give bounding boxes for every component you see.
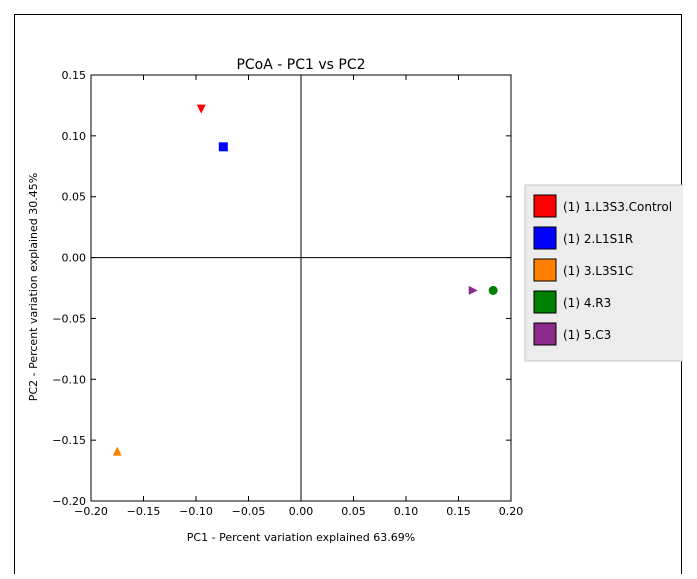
y-tick-label: 0.00 xyxy=(62,252,87,265)
y-axis-label: PC2 - Percent variation explained 30.45% xyxy=(27,173,40,401)
legend-swatch xyxy=(533,226,557,250)
legend: (1) 1.L3S3.Control (1) 2.L1S1R (1) 3.L3S1C… xyxy=(524,184,690,362)
data-point-circle xyxy=(488,285,498,295)
y-tick-label: −0.10 xyxy=(52,373,86,386)
legend-label: (1) 1.L3S3.Control xyxy=(563,200,672,214)
x-tick-label: 0.05 xyxy=(341,505,366,518)
data-point-square xyxy=(218,142,228,152)
legend-swatch xyxy=(533,290,557,314)
legend-label: (1) 4.R3 xyxy=(563,296,611,310)
y-tick-label: −0.05 xyxy=(52,312,86,325)
x-tick-label: −0.15 xyxy=(127,505,161,518)
legend-swatch xyxy=(533,194,557,218)
legend-swatch xyxy=(533,322,557,346)
x-tick-label: 0.10 xyxy=(394,505,419,518)
x-tick-label: −0.10 xyxy=(179,505,213,518)
pcoa-scatter-chart: PCoA - PC1 vs PC2 −0.20 −0.15 −0.10 −0.05 0.… xyxy=(27,57,690,544)
plot-area: −0.20 −0.15 −0.10 −0.05 0.00 0.05 0.10 0.15 0.20… xyxy=(52,69,523,518)
x-tick-label: 0.00 xyxy=(289,505,314,518)
x-tick-label: 0.20 xyxy=(499,505,524,518)
figure-frame: PCoA - PC1 vs PC2 −0.20 −0.15 −0.10 −0.05 0.… xyxy=(14,14,690,574)
data-point-triangle-up xyxy=(112,446,122,456)
y-tick-label: 0.10 xyxy=(62,130,87,143)
x-axis-label: PC1 - Percent variation explained 63.69% xyxy=(187,531,415,544)
legend-label: (1) 2.L1S1R xyxy=(563,232,633,246)
legend-swatch xyxy=(533,258,557,282)
legend-label: (1) 3.L3S1C xyxy=(563,264,633,278)
y-tick-label: −0.15 xyxy=(52,434,86,447)
chart-title: PCoA - PC1 vs PC2 xyxy=(236,57,365,73)
y-tick-label: 0.05 xyxy=(62,191,87,204)
data-point-triangle-right xyxy=(468,285,478,295)
x-tick-label: −0.20 xyxy=(74,505,108,518)
x-tick-label: −0.05 xyxy=(232,505,266,518)
legend-label: (1) 5.C3 xyxy=(563,328,611,342)
x-tick-label: 0.15 xyxy=(446,505,471,518)
y-tick-label: 0.15 xyxy=(62,69,87,82)
y-tick-label: −0.20 xyxy=(52,495,86,508)
data-point-triangle-down xyxy=(196,104,206,114)
